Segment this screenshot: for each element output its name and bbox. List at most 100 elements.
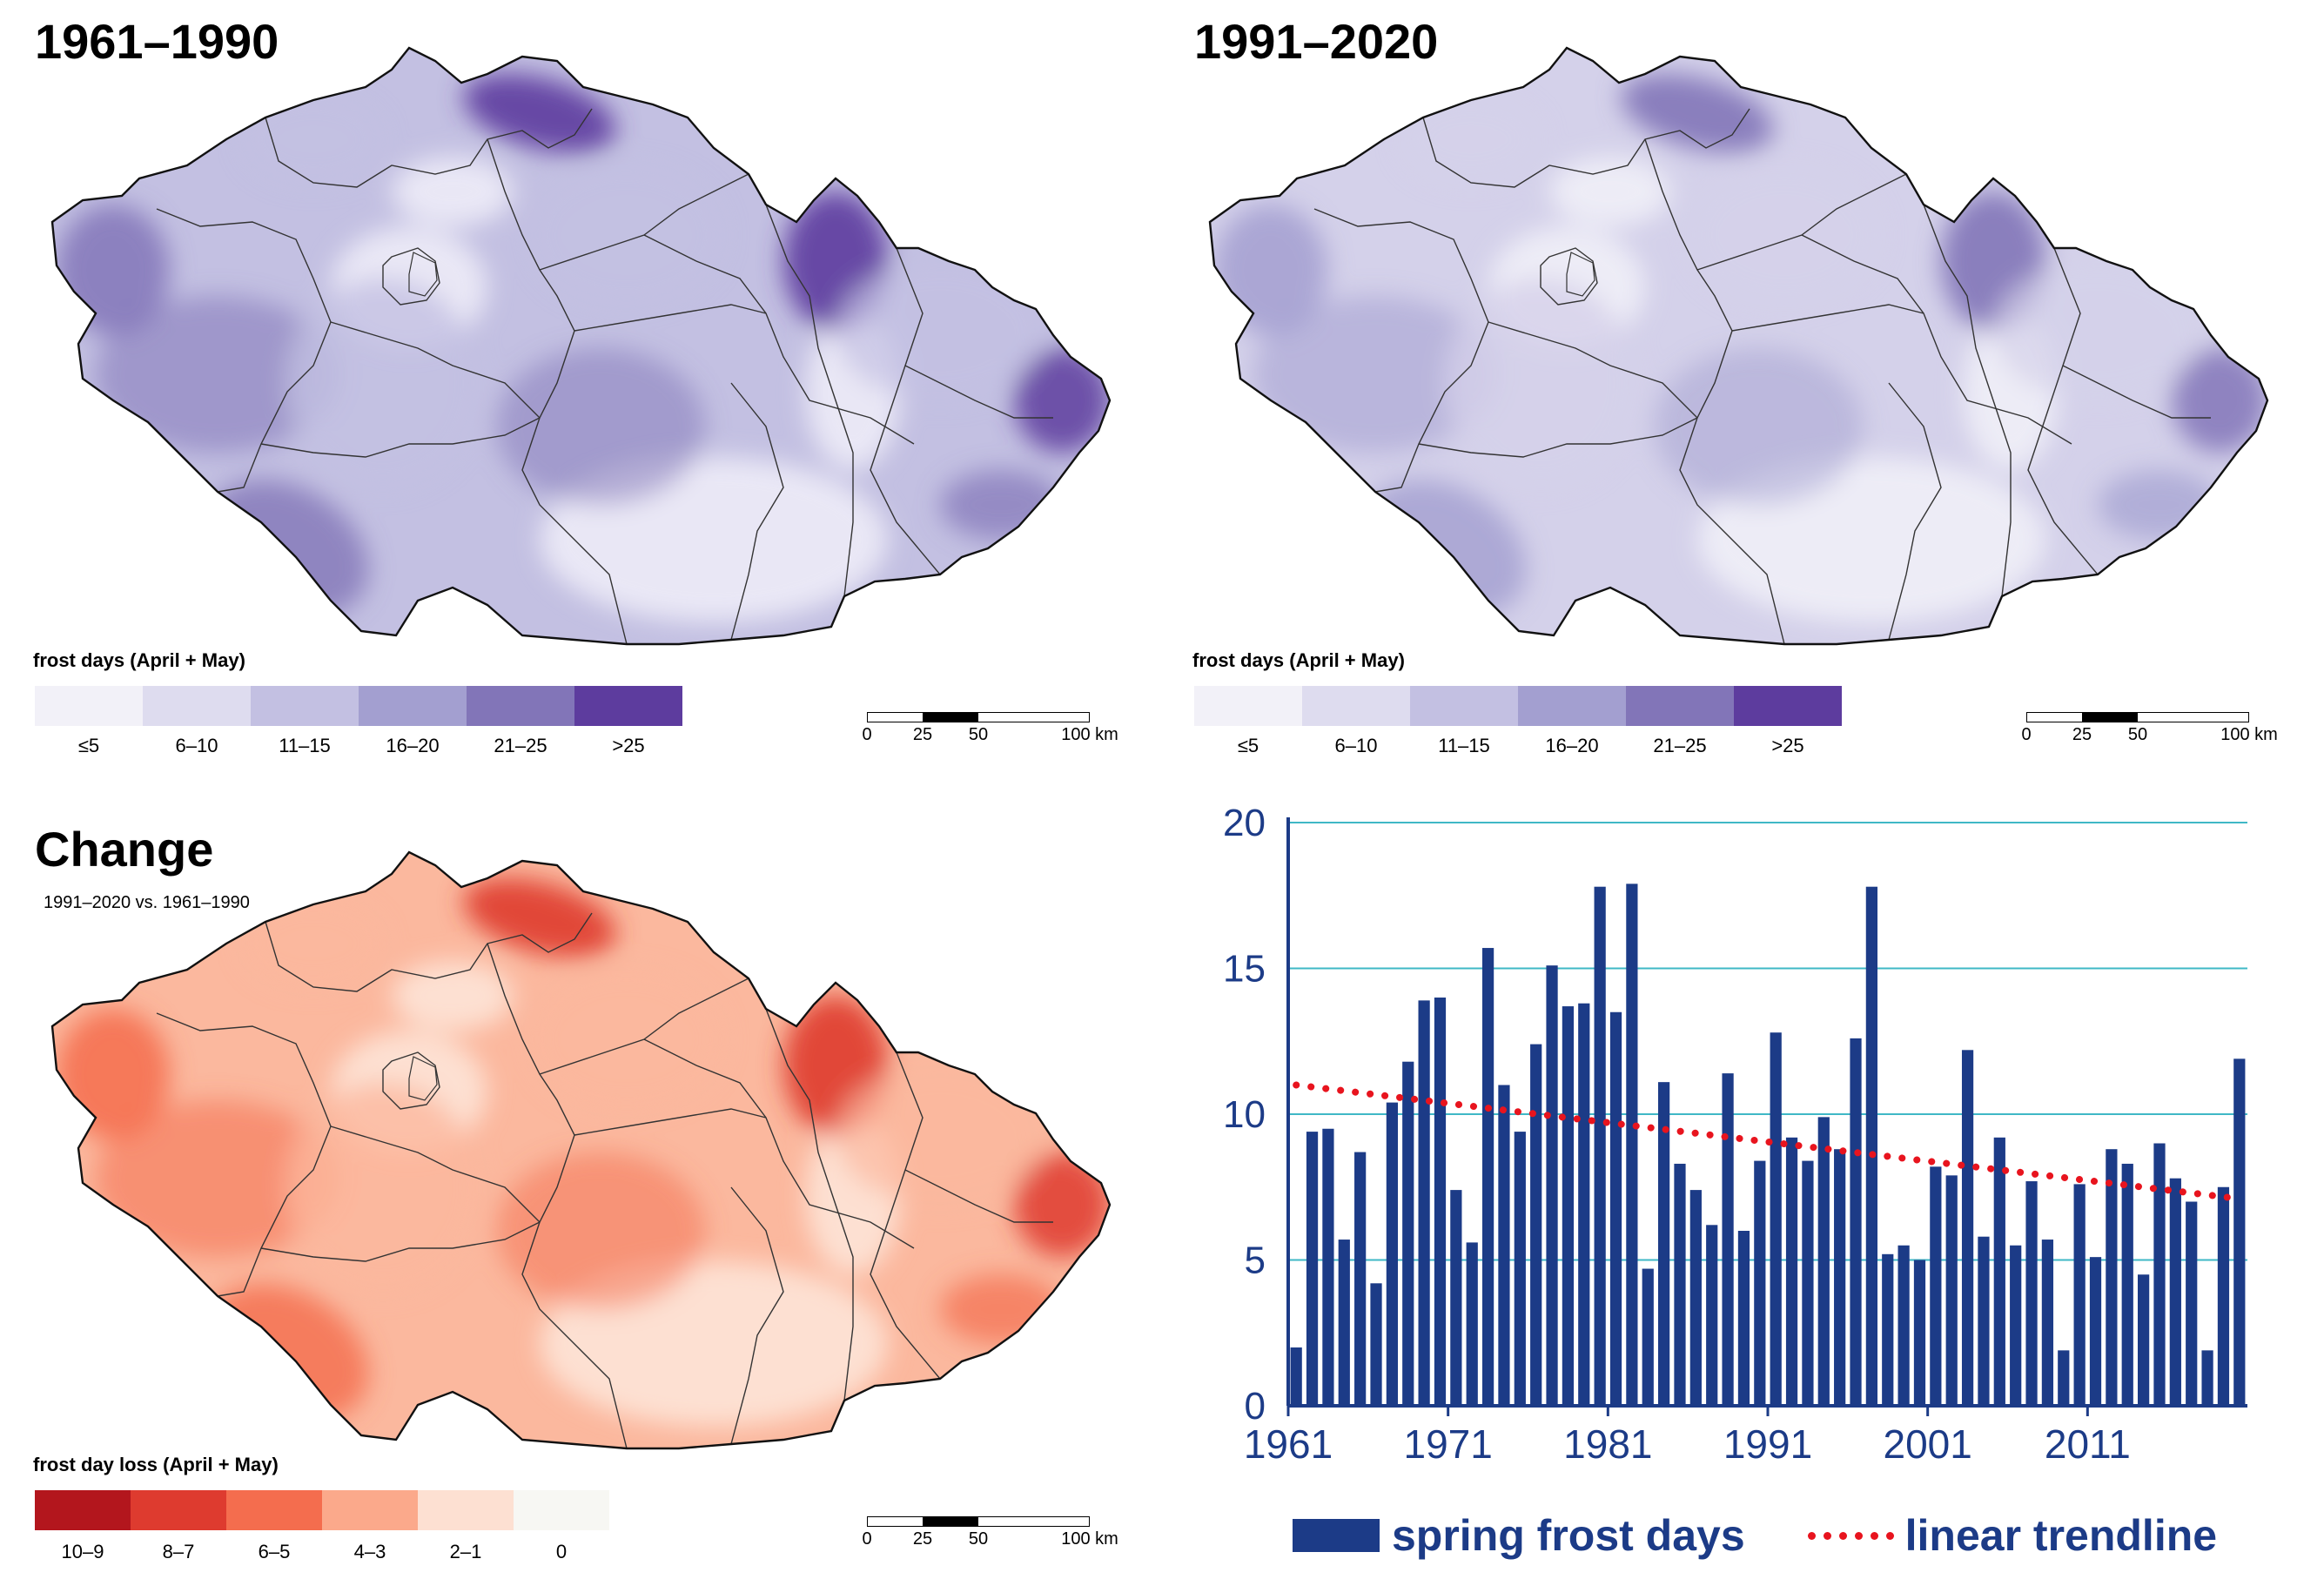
bar-2004 bbox=[1978, 1236, 1990, 1406]
bar-1989 bbox=[1737, 1231, 1750, 1406]
region-border bbox=[870, 247, 941, 575]
bar-2012 bbox=[2106, 1149, 2118, 1406]
scale-tick: 0 bbox=[862, 725, 872, 744]
scale-tick: 0 bbox=[2021, 725, 2032, 744]
map-region-peak bbox=[1014, 348, 1110, 453]
legend-label: 11–15 bbox=[1438, 735, 1490, 756]
legend-swatch bbox=[143, 686, 251, 726]
legend-label: 10–9 bbox=[61, 1541, 104, 1562]
bar-1968 bbox=[1402, 1061, 1414, 1406]
bar-1984 bbox=[1658, 1082, 1670, 1406]
region-border bbox=[260, 1221, 541, 1262]
bar-1979 bbox=[1578, 1003, 1590, 1406]
map-region-mid bbox=[531, 970, 722, 1109]
bar-1965 bbox=[1354, 1152, 1367, 1406]
map-region-mid bbox=[1993, 261, 2202, 400]
map-region-high bbox=[496, 1152, 705, 1309]
map-region-mid bbox=[287, 1083, 479, 1292]
map-frost-day-loss bbox=[50, 850, 1112, 1450]
map-fill bbox=[52, 48, 1110, 644]
bar-2005 bbox=[1993, 1137, 2005, 1406]
bar-2002 bbox=[1945, 1175, 1958, 1406]
legend-swatch bbox=[467, 686, 574, 726]
bar-2009 bbox=[2058, 1350, 2070, 1406]
region-border bbox=[643, 1038, 915, 1249]
legend-swatch bbox=[1626, 686, 1734, 726]
bar-1969 bbox=[1418, 1000, 1430, 1406]
legend-title-1991-2020: frost days (April + May) bbox=[1192, 649, 1405, 671]
legend-scale-change bbox=[35, 1490, 609, 1530]
legend-title-1961-1990: frost days (April + May) bbox=[33, 649, 245, 671]
bar-1972 bbox=[1466, 1242, 1478, 1406]
y-tick-label: 0 bbox=[1245, 1385, 1266, 1428]
legend-labels-1961-1990: ≤5 6–10 11–15 16–20 21–25 >25 bbox=[35, 735, 682, 757]
scale-bar-change: 0 25 50 100 km bbox=[862, 1516, 1118, 1551]
scale-tick: 100 km bbox=[2220, 725, 2278, 744]
region-border bbox=[1696, 173, 1907, 271]
region-border bbox=[2062, 365, 2211, 419]
linear-trendline bbox=[1293, 1081, 2243, 1203]
legend-label: 0 bbox=[555, 1541, 568, 1562]
bar-2016 bbox=[2169, 1178, 2181, 1406]
bar-2011 bbox=[2089, 1257, 2102, 1406]
y-tick-label: 20 bbox=[1223, 802, 1266, 844]
map-region-high bbox=[1654, 348, 1863, 505]
legend-label: >25 bbox=[1771, 735, 1804, 756]
country-outline bbox=[50, 46, 1112, 646]
x-tick-label: 2011 bbox=[2045, 1421, 2131, 1467]
region-border bbox=[904, 1169, 1053, 1223]
legend-swatch bbox=[35, 686, 143, 726]
chart-legend: spring frost days linear trendline bbox=[1293, 1510, 2217, 1561]
bar-1983 bbox=[1642, 1268, 1654, 1406]
bar-1977 bbox=[1546, 965, 1558, 1406]
scale-bar-1991-2020: 0 25 50 100 km bbox=[2021, 712, 2278, 747]
map-title-1961-1990: 1961–1990 bbox=[35, 14, 279, 69]
bar-1971 bbox=[1450, 1190, 1462, 1406]
region-border bbox=[260, 417, 541, 458]
legend-swatch bbox=[359, 686, 467, 726]
map-region-peak bbox=[2172, 348, 2267, 453]
legend-label: >25 bbox=[612, 735, 645, 756]
region-border bbox=[1418, 417, 1698, 458]
region-border bbox=[539, 978, 749, 1075]
bar-2008 bbox=[2041, 1240, 2054, 1406]
bar-1967 bbox=[1386, 1102, 1398, 1406]
legend-swatch bbox=[1194, 686, 1302, 726]
region-border bbox=[870, 1052, 941, 1380]
map-region-high bbox=[96, 1100, 339, 1257]
legend-swatch bbox=[514, 1490, 609, 1530]
bar-1993 bbox=[1802, 1160, 1814, 1406]
scale-tick: 50 bbox=[968, 725, 989, 744]
bar-1978 bbox=[1562, 1006, 1575, 1406]
bar-1987 bbox=[1706, 1225, 1718, 1406]
region-border bbox=[265, 912, 593, 992]
legend-label: 4–3 bbox=[353, 1541, 386, 1562]
region-border bbox=[330, 321, 541, 419]
region-border bbox=[330, 1125, 541, 1223]
bar-2014 bbox=[2138, 1274, 2150, 1406]
map-region-mid bbox=[531, 165, 722, 305]
legend-label: ≤5 bbox=[77, 735, 100, 756]
bar-2015 bbox=[2153, 1143, 2166, 1406]
bar-2006 bbox=[2010, 1245, 2022, 1406]
prague-border bbox=[1540, 247, 1598, 306]
legend-labels-change: 10–9 8–7 6–5 4–3 2–1 0 bbox=[35, 1541, 609, 1563]
map-region-peak bbox=[1014, 1152, 1110, 1257]
region-border bbox=[487, 943, 628, 1449]
prague-inner-border bbox=[408, 252, 438, 297]
legend-swatch bbox=[1302, 686, 1410, 726]
bar-2018 bbox=[2201, 1350, 2213, 1406]
legend-swatch bbox=[1734, 686, 1842, 726]
region-border bbox=[1888, 382, 1942, 641]
legend-label: ≤5 bbox=[1237, 735, 1259, 756]
legend-swatch bbox=[1410, 686, 1518, 726]
bar-1997 bbox=[1865, 886, 1877, 1406]
region-border bbox=[1731, 304, 1924, 332]
region-border bbox=[643, 234, 915, 445]
legend-title-change: frost day loss (April + May) bbox=[33, 1454, 279, 1475]
region-border bbox=[2027, 247, 2099, 575]
map-region-low bbox=[392, 157, 514, 226]
legend-labels-1991-2020: ≤5 6–10 11–15 16–20 21–25 >25 bbox=[1194, 735, 1842, 757]
map-region-high bbox=[940, 470, 1062, 540]
legend-label: 6–5 bbox=[258, 1541, 291, 1562]
